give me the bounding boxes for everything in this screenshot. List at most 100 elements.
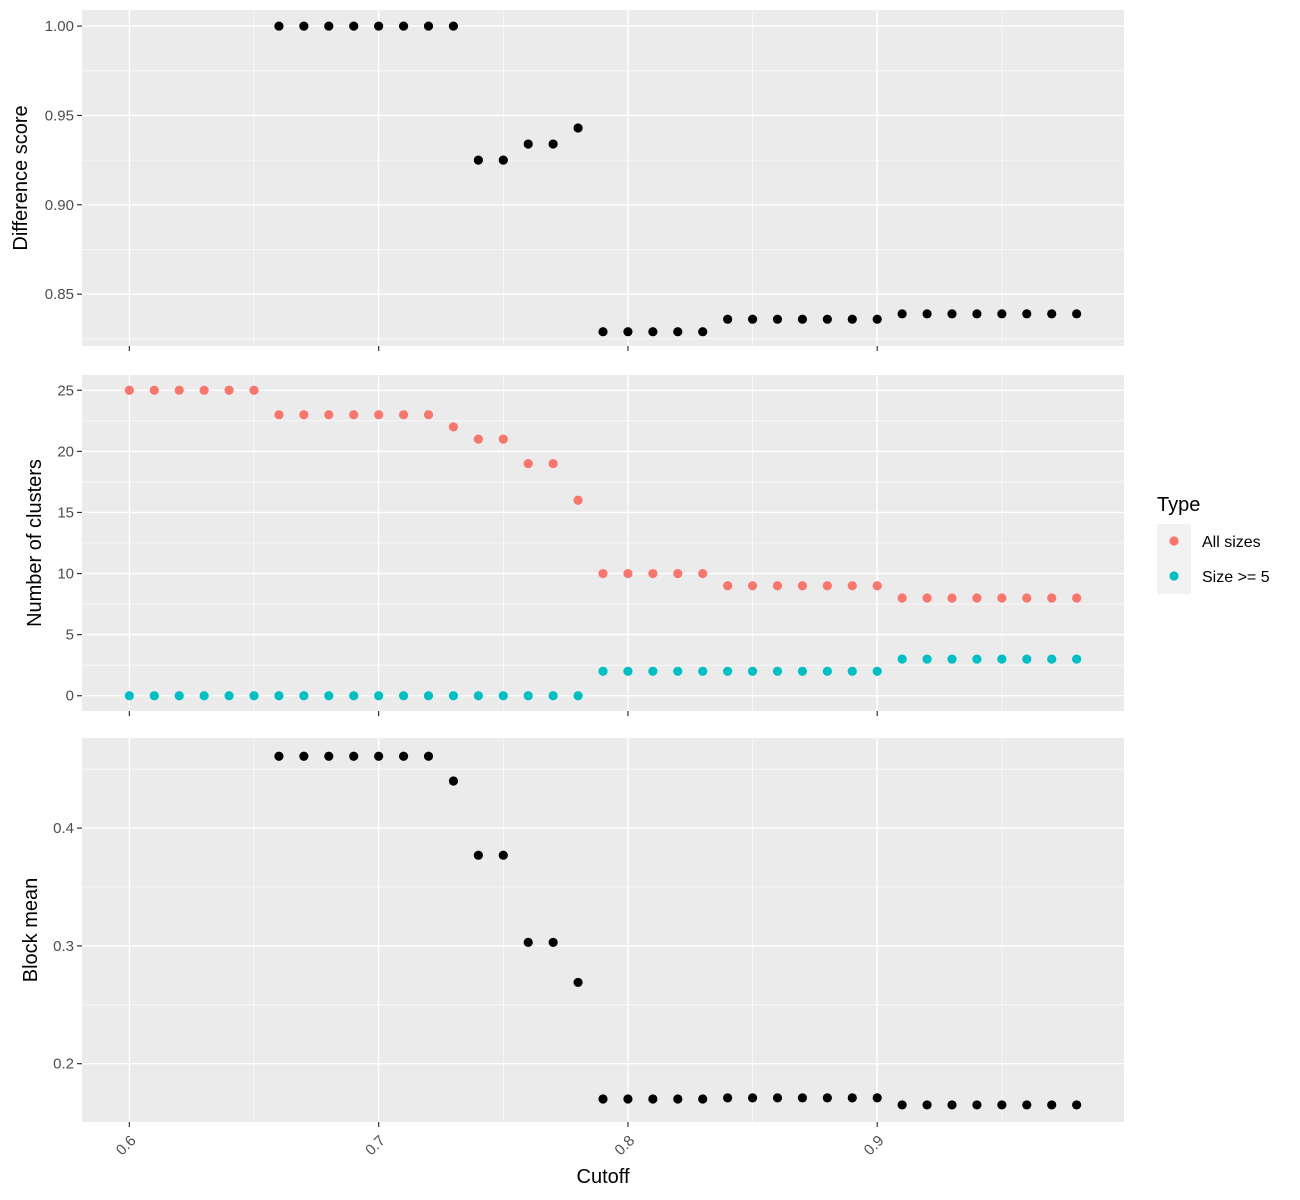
data-point: [822, 314, 832, 324]
data-point: [997, 654, 1007, 664]
data-point: [349, 691, 359, 701]
data-point: [324, 410, 334, 420]
data-point: [972, 654, 982, 664]
data-point: [374, 751, 384, 761]
data-point: [1047, 654, 1057, 664]
data-point: [199, 691, 209, 701]
data-point: [473, 155, 483, 165]
data-point: [648, 666, 658, 676]
data-point: [423, 410, 434, 420]
data-point: [548, 691, 558, 701]
data-point: [847, 314, 857, 324]
data-point: [324, 21, 334, 31]
data-point: [922, 654, 932, 664]
data-point: [673, 1094, 683, 1104]
data-point: [473, 434, 483, 444]
y-axis-ticks: 0 5 10 15 20 25: [57, 382, 82, 705]
data-point: [274, 21, 284, 31]
data-point: [523, 937, 533, 947]
data-point: [548, 937, 558, 947]
legend-title: Type: [1157, 494, 1200, 516]
panel-points: [274, 21, 1082, 337]
data-point: [772, 314, 783, 324]
data-point: [673, 666, 683, 676]
data-point: [573, 691, 583, 701]
panel-background: [82, 10, 1124, 346]
data-point: [149, 691, 159, 701]
data-point: [548, 139, 558, 149]
data-point: [847, 666, 857, 676]
data-point: [498, 850, 508, 860]
data-point: [648, 327, 658, 337]
data-point: [847, 581, 857, 591]
data-point: [573, 977, 583, 988]
data-point: [723, 1093, 733, 1103]
data-point: [374, 691, 384, 701]
data-point: [224, 691, 234, 701]
data-point: [872, 1093, 882, 1103]
data-point: [797, 314, 808, 324]
data-point: [922, 1100, 932, 1110]
data-point: [972, 593, 982, 603]
y-tick-label: 0.95: [45, 107, 74, 124]
data-point: [723, 581, 733, 591]
y-tick-label: 10: [57, 566, 74, 583]
y-tick-label: 0.85: [45, 286, 74, 303]
data-point: [349, 751, 359, 761]
x-axis-ticks: [128, 346, 878, 351]
y-tick-label: 0.2: [53, 1056, 74, 1073]
y-tick-label: 0.90: [45, 197, 74, 214]
data-point: [249, 691, 259, 701]
data-point: [1047, 1100, 1057, 1110]
data-point: [299, 691, 309, 701]
y-tick-label: 5: [66, 627, 74, 644]
data-point: [897, 1100, 907, 1110]
data-point: [822, 666, 832, 676]
data-point: [448, 776, 459, 786]
legend-label-size-ge-5: Size >= 5: [1202, 569, 1270, 586]
y-axis-title-difference-score: Difference score: [10, 105, 32, 250]
data-point: [772, 581, 783, 591]
legend-key-all-sizes: [1169, 536, 1179, 546]
data-point: [448, 691, 459, 701]
data-point: [523, 458, 533, 469]
data-point: [797, 666, 808, 676]
data-point: [398, 410, 409, 420]
data-point: [947, 654, 957, 664]
data-point: [822, 581, 832, 591]
data-point: [872, 581, 882, 591]
x-tick-label: 0.6: [113, 1132, 140, 1159]
data-point: [997, 1100, 1007, 1110]
legend: Type All sizes Size >= 5: [1157, 494, 1270, 594]
data-point: [174, 385, 184, 395]
data-point: [324, 751, 334, 761]
data-point: [623, 327, 633, 337]
data-point: [299, 410, 309, 420]
y-tick-label: 25: [57, 382, 74, 399]
data-point: [673, 568, 683, 579]
data-point: [149, 385, 159, 395]
data-point: [747, 666, 758, 676]
y-tick-label: 15: [57, 504, 74, 521]
y-tick-label: 20: [57, 443, 74, 460]
panel-grid: [82, 738, 1124, 1122]
data-point: [274, 751, 284, 761]
panel-number-of-clusters: 0 5 10 15 20 25 Number of clusters: [24, 375, 1124, 716]
data-point: [847, 1093, 857, 1103]
data-point: [1072, 1100, 1082, 1110]
data-point: [648, 1094, 658, 1104]
data-point: [623, 1094, 633, 1104]
data-point: [498, 691, 508, 701]
legend-key-size-ge-5: [1169, 571, 1179, 581]
data-point: [523, 691, 533, 701]
data-point: [747, 1093, 758, 1103]
data-point: [1072, 309, 1082, 319]
x-axis-title-cutoff: Cutoff: [577, 1166, 630, 1188]
data-point: [872, 666, 882, 676]
x-axis-ticks: 0.6 0.7 0.8 0.9: [113, 1122, 887, 1159]
data-point: [897, 309, 907, 319]
data-point: [398, 751, 409, 761]
data-point: [1022, 1100, 1032, 1110]
panel-difference-score: 0.85 0.90 0.95 1.00 Difference score: [10, 10, 1124, 351]
data-point: [972, 1100, 982, 1110]
